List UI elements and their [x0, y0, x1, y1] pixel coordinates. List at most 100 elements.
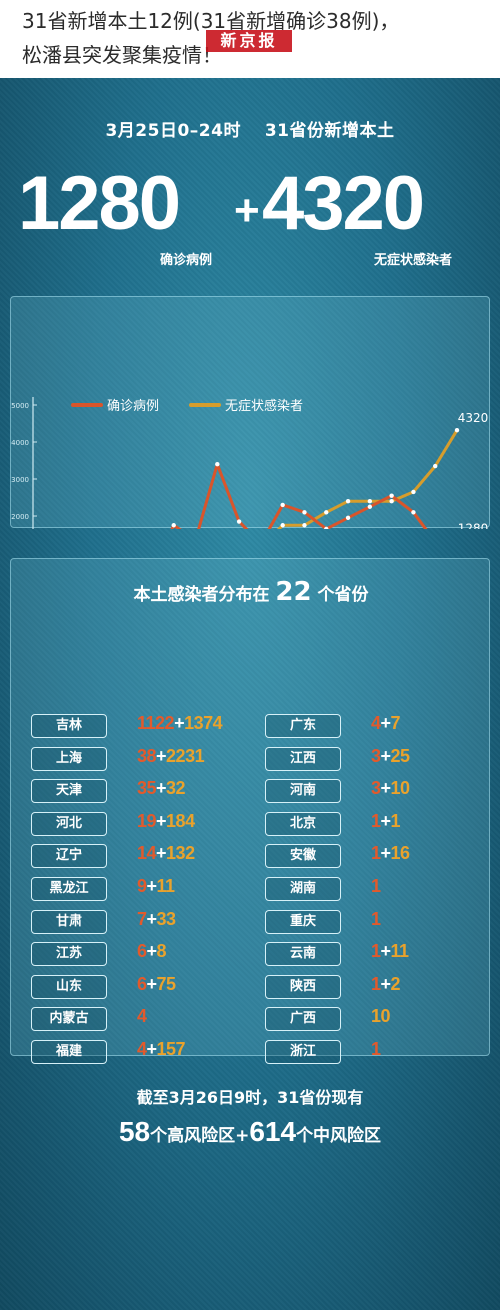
distribution-panel: 本土感染者分布在 22 个省份 吉林 1122+1374 上海 38+2231 天津 35… [10, 558, 491, 1064]
plus-sign: + [156, 843, 167, 864]
distribution-title: 本土感染者分布在 22 个省份 [11, 577, 491, 607]
trend-chart: 0100020003000400050003月6日3月25日确诊病例无症状感染者… [11, 397, 489, 529]
data-point [171, 523, 176, 528]
province-counts: 19+184 [137, 811, 195, 832]
province-name: 辽宁 [31, 844, 107, 869]
plus-sign: + [380, 941, 392, 962]
province-row: 广东 4+7 [11, 713, 491, 740]
asymptomatic-total: 4320 [262, 161, 425, 246]
province-name: 湖南 [265, 877, 341, 901]
y-tick-label: 5000 [11, 402, 29, 410]
province-counts: 4 [137, 1006, 147, 1027]
asymptomatic-count: 25 [390, 745, 411, 766]
distribution-title-prefix: 本土感染者分布在 [133, 585, 270, 605]
confirmed-label: 确诊病例 [160, 253, 213, 268]
province-name: 云南 [265, 942, 341, 967]
legend-label: 确诊病例 [107, 399, 159, 414]
distribution-title-suffix: 个省份 [317, 585, 369, 605]
confirmed-count: 1 [371, 908, 381, 929]
province-name: 河南 [265, 779, 341, 804]
province-name: 江苏 [31, 942, 107, 967]
asymptomatic-count: 1 [390, 810, 401, 831]
asymptomatic-label: 无症状感染者 [374, 253, 453, 268]
plus-sign: + [146, 908, 158, 929]
province-name: 陕西 [265, 974, 341, 999]
high-risk-count: 58 [118, 1116, 151, 1147]
plus-sign: + [146, 1039, 158, 1059]
province-counts: 1+1 [371, 810, 401, 832]
data-point [345, 499, 351, 504]
province-counts: 9+11 [137, 876, 175, 897]
infographic-poster: 3月25日0–24时 31省份新增本土 1280 + 4320 确诊病例 无症状… [0, 78, 500, 1310]
plus-sign: + [380, 778, 392, 799]
province-row: 上海 38+2231 [11, 745, 491, 773]
province-name: 河北 [31, 811, 107, 836]
confirmed-count: 3 [371, 778, 381, 799]
data-point [367, 499, 373, 504]
confirmed-total: 1280 [18, 161, 181, 246]
asymptomatic-count: 184 [166, 810, 195, 831]
confirmed-count: 7 [137, 908, 147, 929]
province-counts: 3+10 [371, 778, 410, 799]
province-count: 22 [275, 577, 312, 607]
province-row: 湖南 1 [11, 876, 491, 903]
province-name: 浙江 [265, 1040, 341, 1064]
asymptomatic-count: 11 [156, 876, 176, 896]
asymptomatic-count: 16 [390, 843, 411, 864]
plus-sign: + [146, 941, 158, 962]
asymptomatic-count: 132 [166, 843, 195, 864]
end-label-asymptomatic: 4320 [458, 411, 489, 425]
headline-line-1: 31省新增本土12例(31省新增确诊38例)， [22, 9, 400, 33]
province-row: 江苏 6+8 [11, 941, 491, 968]
plus-sign: + [380, 973, 392, 994]
confirmed-count: 3 [371, 745, 381, 766]
data-point [454, 427, 460, 433]
article-headline: 31省新增本土12例(31省新增确诊38例)， 松潘县突发聚集疫情！ [0, 0, 500, 78]
confirmed-count: 1 [371, 876, 381, 896]
asymptomatic-count: 2 [390, 973, 401, 994]
mid-risk-count: 614 [249, 1116, 297, 1147]
plus-sign: + [234, 186, 260, 235]
data-point [345, 515, 351, 521]
y-tick-label: 4000 [11, 439, 29, 447]
province-row: 山东 6+75 [11, 974, 491, 1001]
asymptomatic-count: 10 [390, 778, 411, 799]
province-row: 浙江 1 [11, 1039, 491, 1066]
province-counts: 3+25 [371, 746, 410, 767]
asymptomatic-count: 1374 [184, 713, 223, 733]
confirmed-count: 1122 [137, 713, 175, 733]
province-row: 黑龙江 9+11 [11, 876, 491, 903]
province-name: 山东 [31, 974, 107, 999]
province-counts: 1122+1374 [137, 713, 223, 734]
confirmed-count: 4 [371, 713, 381, 733]
province-name: 福建 [31, 1040, 107, 1064]
data-point [302, 523, 307, 528]
plus-sign: + [380, 713, 392, 733]
province-counts: 4+7 [371, 713, 401, 734]
brand-logo: 新京报 [206, 30, 292, 52]
province-row: 云南 1+11 [11, 941, 491, 968]
confirmed-count: 9 [137, 876, 147, 896]
asymptomatic-count: 75 [156, 973, 177, 994]
asymptomatic-count: 10 [371, 1006, 391, 1027]
asymptomatic-count: 7 [390, 713, 401, 733]
asymptomatic-count: 32 [166, 778, 186, 799]
plus-sign: + [146, 876, 158, 896]
province-name: 吉林 [31, 714, 107, 738]
province-name: 上海 [31, 746, 107, 771]
province-name: 甘肃 [31, 909, 107, 934]
mid-risk-text: 个中风险区 [296, 1126, 382, 1146]
province-name: 天津 [31, 779, 107, 804]
province-name: 内蒙古 [31, 1007, 107, 1032]
legend-label: 无症状感染者 [225, 398, 303, 414]
province-counts: 6+75 [137, 974, 176, 995]
province-counts: 1+2 [371, 973, 401, 995]
province-row: 河南 3+10 [11, 778, 491, 805]
province-counts: 1 [371, 876, 381, 897]
series-line [170, 462, 428, 529]
series-line [276, 429, 459, 529]
province-counts: 1+11 [371, 941, 409, 962]
province-row: 内蒙古 4 [11, 1006, 491, 1033]
data-point [389, 493, 394, 498]
confirmed-count: 38 [137, 745, 157, 766]
